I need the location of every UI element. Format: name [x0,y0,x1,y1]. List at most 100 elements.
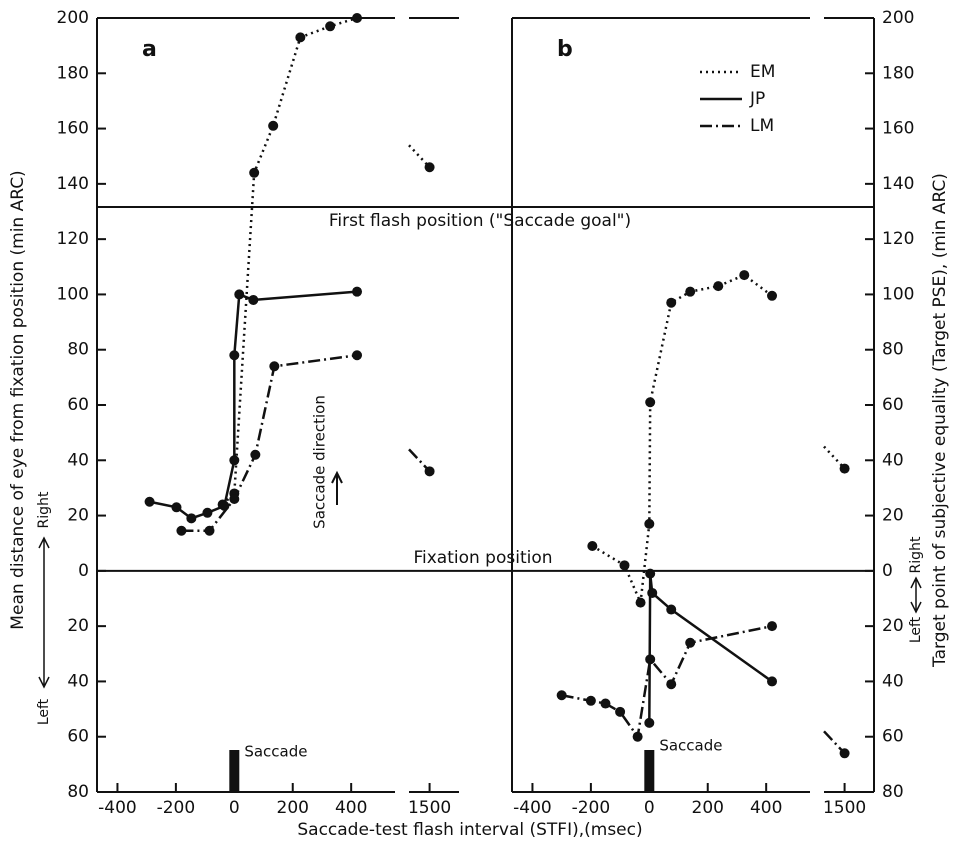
x-tick-label: 400 [750,798,782,818]
saccade-bar [644,750,655,792]
x-tick-label: 1500 [408,798,451,818]
series-line [561,624,773,740]
y-tick-label: 40 [882,671,904,691]
data-point [229,350,240,361]
data-point [644,518,655,529]
data-point [839,748,850,759]
data-point [295,32,306,43]
panel-label: b [557,37,573,62]
data-point [644,717,655,728]
data-point [587,540,598,551]
series-line [181,354,358,533]
data-point [666,604,677,615]
data-point [685,286,696,297]
data-point [249,167,260,178]
annotation: Saccade [244,743,307,761]
y-tick-label: 200 [57,8,89,28]
data-point [171,502,182,513]
data-point [615,706,626,717]
y-tick-label: 80 [882,340,904,360]
data-point [666,297,677,308]
y-tick-label: 80 [882,782,904,802]
legend-label: LM [750,116,774,136]
series-line [591,273,773,608]
y-tick-label: 180 [57,63,89,83]
y-tick-label: 40 [67,671,89,691]
x-tick-label: -400 [98,798,137,818]
data-point [685,637,696,648]
break-stub [823,445,846,470]
legend-label: EM [750,62,775,82]
x-tick-label: 1500 [823,798,866,818]
data-point [767,621,778,632]
data-point [176,525,187,536]
data-point [268,120,279,131]
data-point [619,560,630,571]
data-point [635,597,646,608]
data-point [229,455,240,466]
y-tick-label: 60 [882,727,904,747]
y-tick-label: 200 [882,8,914,28]
direction-arrow [38,536,50,689]
y-tick-label: 80 [67,340,89,360]
y-tick-label: 60 [67,395,89,415]
data-point [219,500,230,511]
y-tick-label: 160 [57,119,89,139]
data-point [645,397,656,408]
y-tick-label: 40 [67,450,89,470]
annotation: First flash position ("Saccade goal") [329,211,631,231]
data-point [600,698,611,709]
axis-title: Saccade-test flash interval (STFI),(msec… [297,820,642,840]
y-tick-label: 20 [882,506,904,526]
data-point [713,281,724,292]
saccade-bar [229,750,240,792]
data-point [647,587,658,598]
y-tick-label: 20 [882,616,904,636]
data-point [645,654,656,665]
series-line [648,573,773,723]
y-tick-label: 40 [882,450,904,470]
data-point [144,496,155,507]
y-tick-label: 180 [882,63,914,83]
axis-title: Mean distance of eye from fixation posit… [8,170,28,629]
annotation: Saccade [659,737,722,755]
series-line [149,290,358,520]
data-point [585,695,596,706]
data-point [767,290,778,301]
data-point [839,463,850,474]
break-stub [408,144,431,169]
break-stub [408,448,431,473]
data-point [325,21,336,32]
x-tick-label: 400 [335,798,367,818]
direction-label: Left [908,616,924,643]
data-point [234,289,245,300]
x-tick-label: 200 [277,798,309,818]
y-tick-label: 60 [67,727,89,747]
data-point [186,513,197,524]
data-point [352,350,363,361]
y-tick-label: 140 [882,174,914,194]
x-tick-label: -400 [513,798,552,818]
data-point [666,679,677,690]
y-tick-label: 120 [882,229,914,249]
data-point [739,270,750,281]
direction-label: Right [908,536,924,573]
x-tick-label: -200 [157,798,196,818]
y-tick-label: 20 [67,506,89,526]
data-point [424,466,435,477]
data-point [204,525,215,536]
x-tick-label: 200 [692,798,724,818]
break-stub [823,730,846,755]
data-point [229,493,240,504]
direction-arrow [910,576,922,614]
data-point [352,13,363,23]
direction-label: Right [36,491,52,528]
data-point [645,568,656,579]
y-tick-label: 0 [78,561,89,581]
panel-label: a [142,37,157,62]
direction-arrow [331,470,343,505]
direction-label: Left [36,698,52,725]
data-point [250,449,261,460]
y-tick-label: 20 [67,616,89,636]
